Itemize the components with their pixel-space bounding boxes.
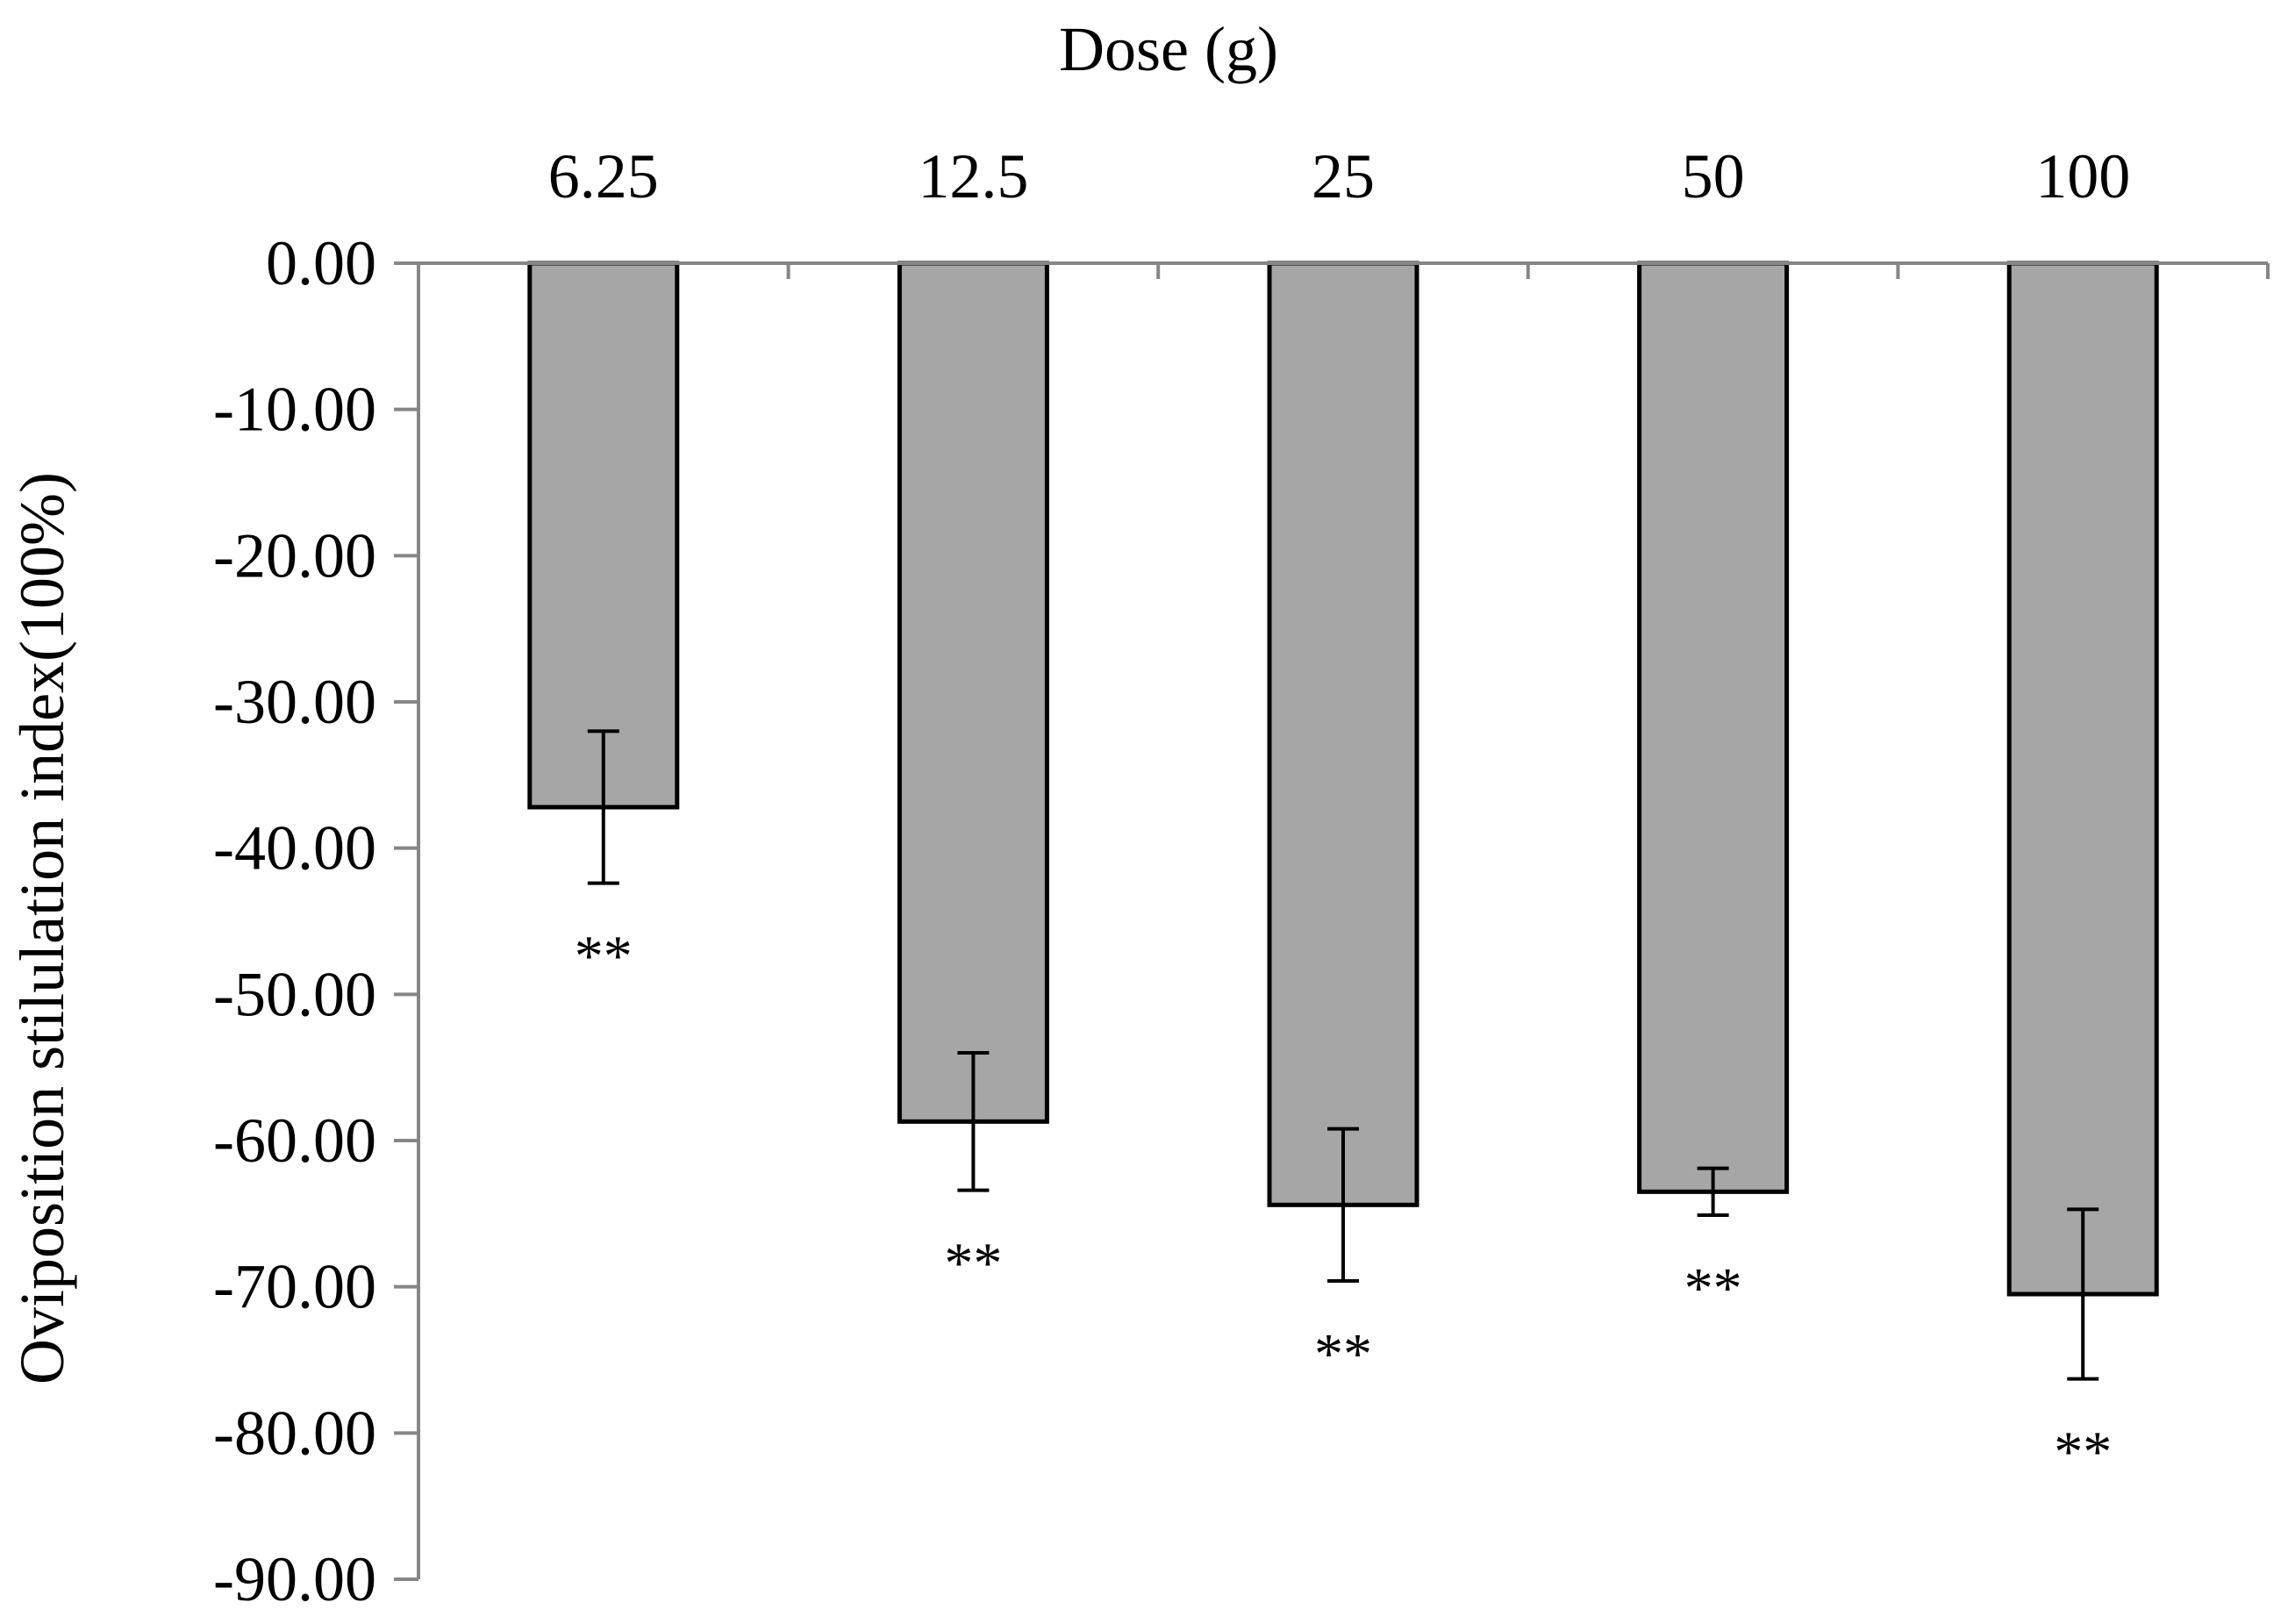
x-tick-label-6.25: 6.25 bbox=[548, 141, 659, 211]
y-tick-label: -10.00 bbox=[213, 375, 376, 445]
significance-label-100: ** bbox=[2054, 1420, 2112, 1484]
error-bar-12.5 bbox=[957, 1051, 990, 1192]
x-axis-title: Dose (g) bbox=[1059, 14, 1278, 84]
error-bar-100 bbox=[2067, 1207, 2099, 1381]
bar-50 bbox=[1637, 261, 1790, 1194]
bars-layer bbox=[527, 261, 2159, 1381]
y-tick-label: -90.00 bbox=[213, 1544, 376, 1614]
error-bar-6.25 bbox=[587, 729, 619, 885]
bar-25 bbox=[1267, 261, 1419, 1207]
y-tick-label: -50.00 bbox=[213, 959, 376, 1029]
x-tick-label-100: 100 bbox=[2035, 141, 2130, 211]
y-tick-label: -70.00 bbox=[213, 1252, 376, 1322]
bar-6.25 bbox=[527, 261, 680, 810]
error-bar-25 bbox=[1327, 1127, 1359, 1283]
y-tick-label: -40.00 bbox=[213, 813, 376, 884]
significance-label-25: ** bbox=[1314, 1322, 1372, 1386]
x-tick-label-25: 25 bbox=[1312, 141, 1375, 211]
error-bar-50 bbox=[1697, 1166, 1729, 1217]
x-tick-label-50: 50 bbox=[1682, 141, 1745, 211]
significance-label-6.25: ** bbox=[575, 925, 633, 989]
y-tick-label: -80.00 bbox=[213, 1398, 376, 1468]
y-tick-label: -20.00 bbox=[213, 520, 376, 590]
axes-layer bbox=[394, 261, 2270, 1581]
y-tick-label: -30.00 bbox=[213, 667, 376, 737]
x-tick-label-12.5: 12.5 bbox=[918, 141, 1028, 211]
labels-layer: ** 6.25 ** 12.5 ** 25 ** 50 ** 100 0.00 -10.00 -20.0… bbox=[213, 141, 2130, 1614]
y-tick-label: -60.00 bbox=[213, 1105, 376, 1176]
bar-100 bbox=[2006, 261, 2159, 1297]
bar-12.5 bbox=[897, 261, 1049, 1124]
y-tick-label: 0.00 bbox=[266, 228, 376, 298]
significance-label-50: ** bbox=[1684, 1256, 1742, 1320]
y-axis-title: Oviposition stilulation index(100%) bbox=[7, 472, 77, 1384]
significance-label-12.5: ** bbox=[944, 1232, 1002, 1296]
